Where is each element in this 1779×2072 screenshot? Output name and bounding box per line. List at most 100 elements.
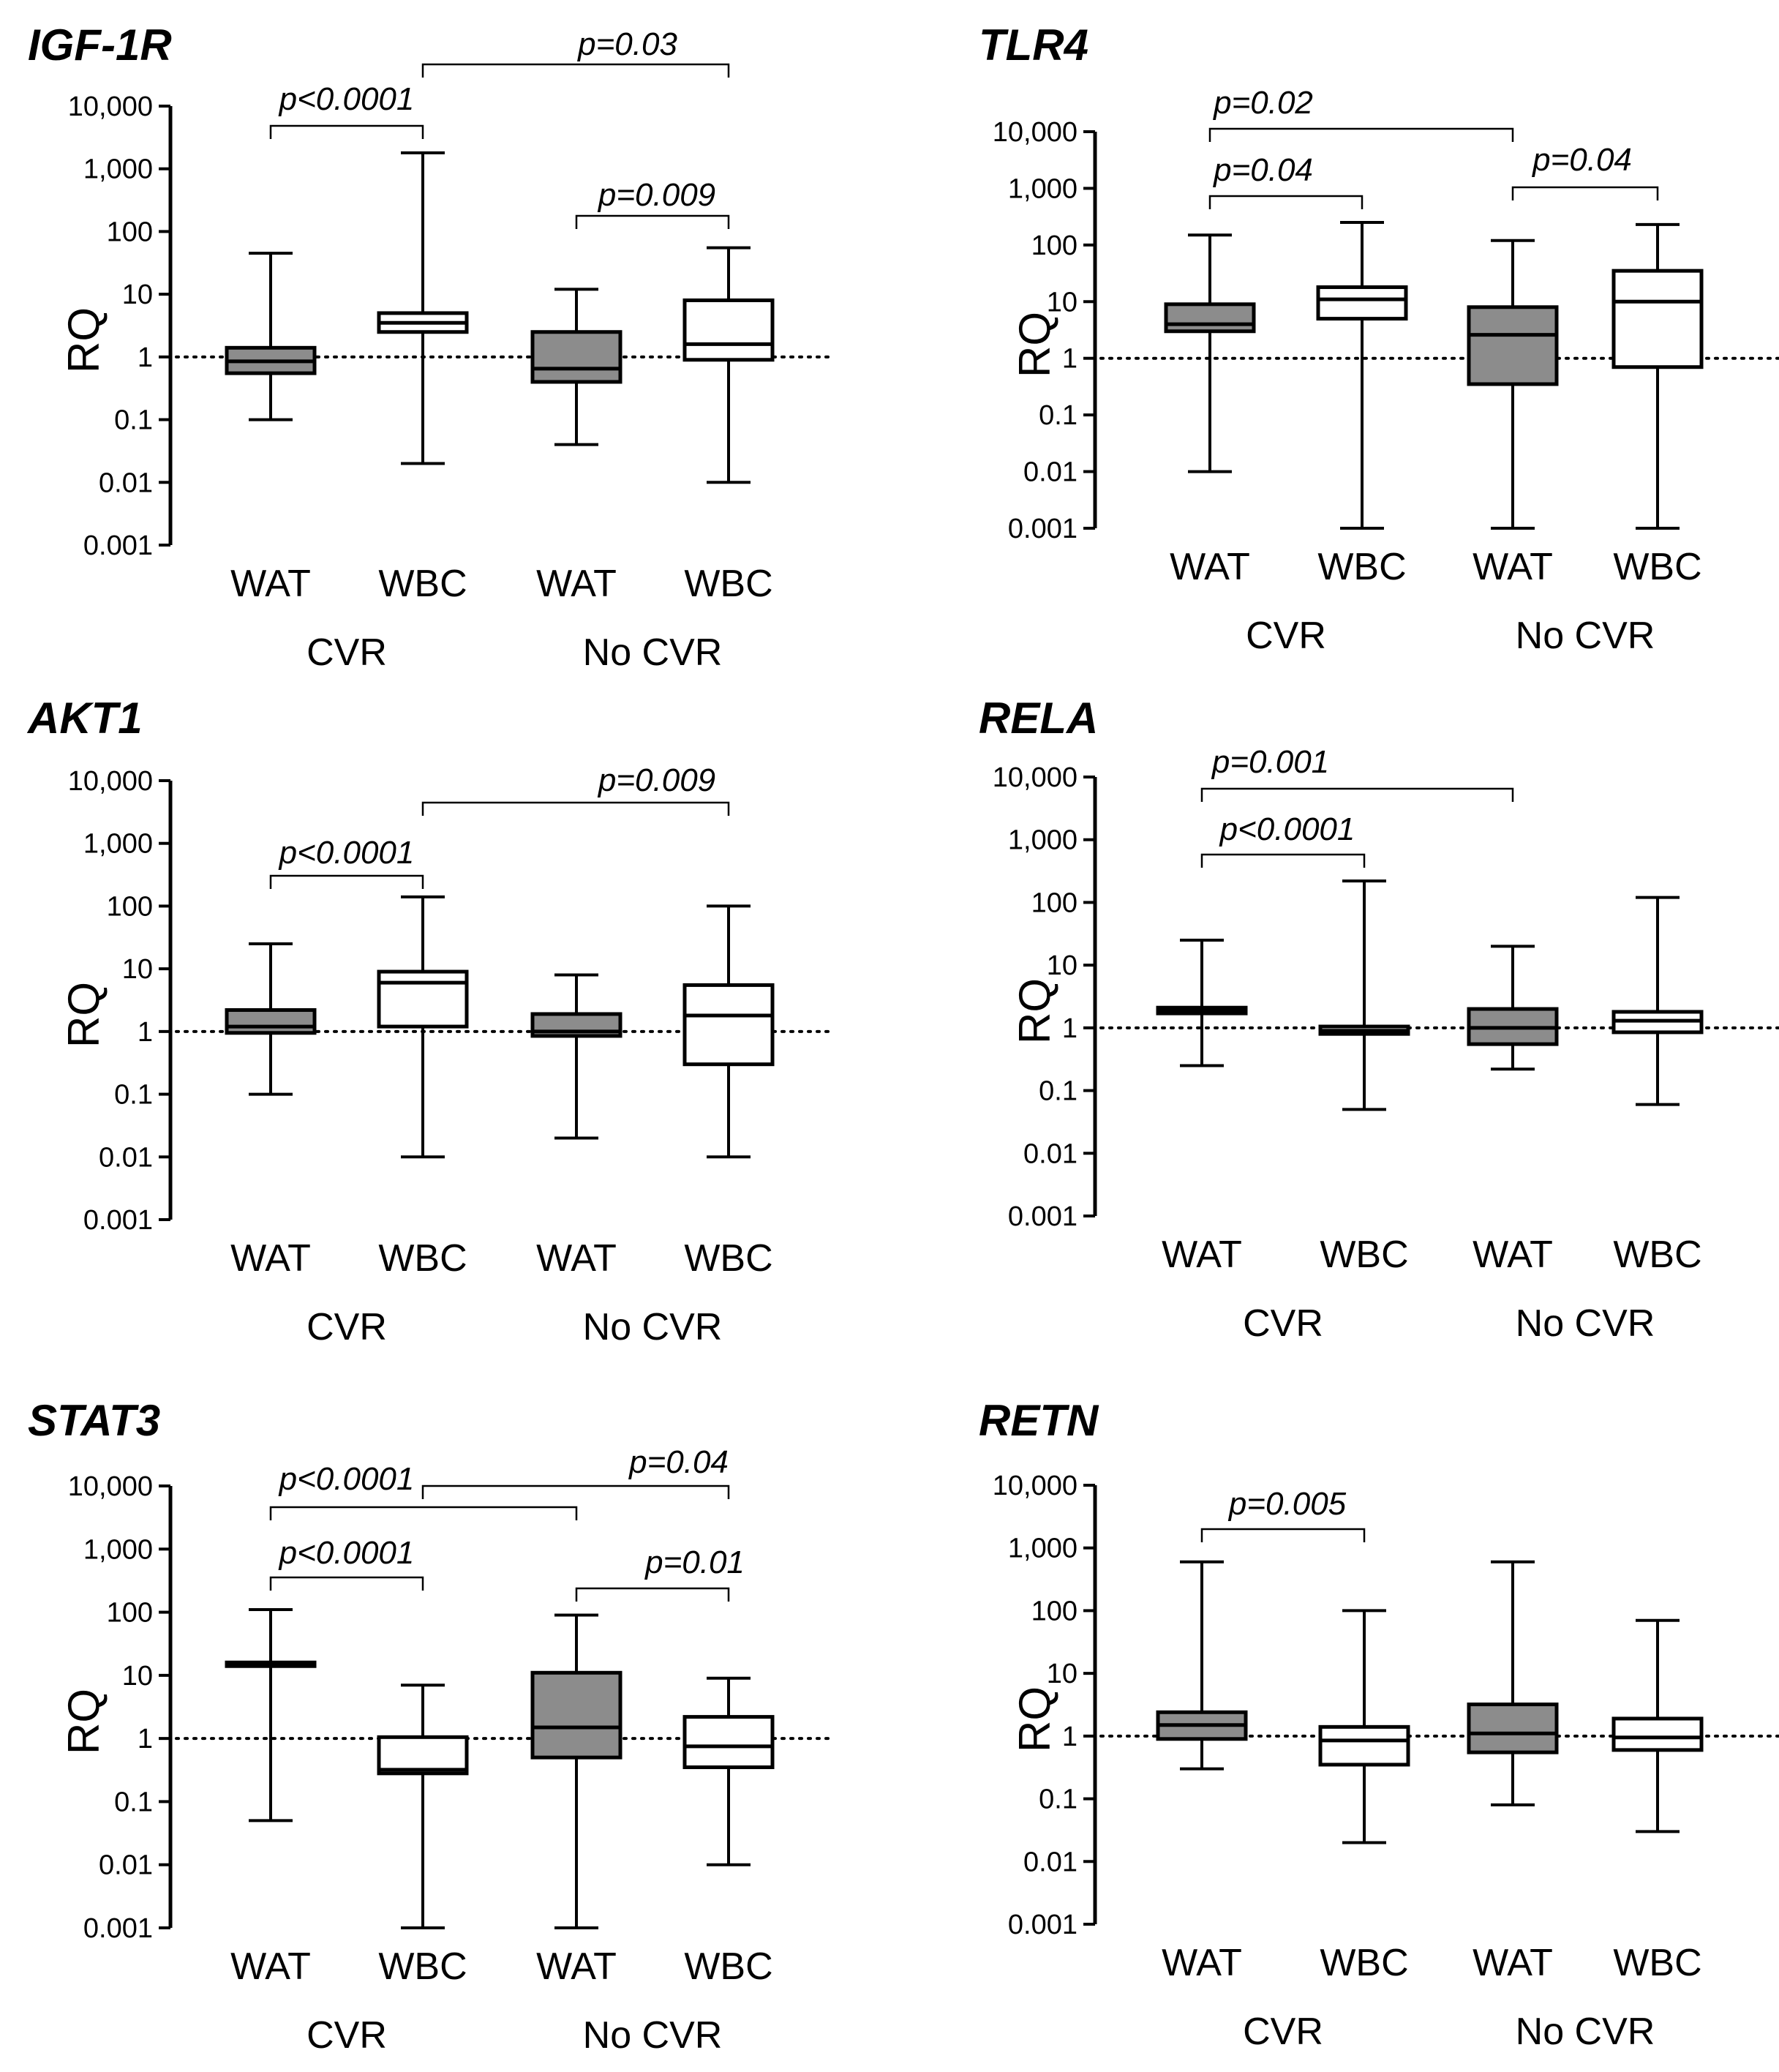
category-label: WAT: [1473, 1234, 1553, 1276]
iqr-box: [1164, 302, 1256, 334]
box-no-cvr-wbc: [682, 1676, 775, 1866]
y-tick-label: 1,000: [1008, 825, 1077, 856]
box-no-cvr-wbc: [682, 246, 775, 484]
category-label: WBC: [378, 1237, 467, 1280]
significance-bracket: [575, 1587, 730, 1602]
p-value-label: p=0.01: [644, 1544, 745, 1580]
panel-tlr4: TLR4 10,000 1,000 100 10 1 0.1 0.01 0.001 RQ WAT WB…: [979, 20, 1779, 657]
category-label: WAT: [1473, 546, 1553, 588]
box-cvr-wbc: [377, 151, 469, 465]
group-label-no-cvr: No CVR: [1516, 1302, 1655, 1345]
y-tick-label: 1: [1062, 1722, 1077, 1752]
category-label: WAT: [230, 1237, 311, 1280]
y-tick-label: 10,000: [993, 117, 1077, 148]
y-tick-label: 0.001: [1008, 1910, 1077, 1940]
significance-bracket: [269, 1506, 578, 1520]
panel-title: AKT1: [26, 694, 143, 743]
significance-bracket: [575, 214, 730, 229]
category-label: WBC: [684, 563, 772, 605]
y-tick-label: 0.01: [1023, 1138, 1077, 1169]
p-value-label: p<0.0001: [278, 1535, 415, 1571]
iqr-box: [1318, 1724, 1410, 1767]
group-label-no-cvr: No CVR: [583, 2014, 723, 2057]
y-tick-label: 0.1: [114, 405, 153, 436]
y-axis-label: RQ: [59, 307, 108, 373]
group-label-no-cvr: No CVR: [583, 1306, 723, 1348]
p-value-label: p=0.04: [1212, 152, 1313, 188]
y-tick-label: 0.001: [83, 530, 153, 561]
category-label: WAT: [230, 563, 311, 605]
y-axis-label: RQ: [1010, 312, 1059, 378]
category-label: WBC: [1320, 1942, 1408, 1984]
p-value-label: p=0.04: [628, 1444, 729, 1480]
significance-bracket: [269, 1576, 424, 1591]
group-label-cvr: CVR: [306, 2014, 387, 2057]
iqr-box: [377, 969, 469, 1029]
y-tick-label: 0.01: [99, 468, 153, 498]
iqr-box: [1467, 1703, 1559, 1754]
y-tick-label: 10: [122, 954, 153, 985]
category-label: WBC: [684, 1237, 772, 1280]
y-tick-label: 1,000: [83, 154, 153, 185]
significance-bracket: [1511, 186, 1659, 200]
y-axis-label: RQ: [59, 982, 108, 1048]
box-no-cvr-wbc: [682, 904, 775, 1159]
box-cvr-wat: [1164, 233, 1256, 473]
iqr-box: [530, 330, 623, 384]
y-tick-label: 10: [1047, 287, 1077, 318]
y-tick-label: 10,000: [68, 1471, 153, 1502]
iqr-box: [1316, 285, 1408, 321]
y-tick-label: 10: [1047, 1659, 1077, 1689]
box-cvr-wbc: [1316, 221, 1408, 530]
y-tick-label: 1,000: [1008, 1534, 1077, 1564]
significance-bracket: [269, 874, 424, 889]
group-label-no-cvr: No CVR: [583, 631, 723, 674]
y-tick-label: 1: [138, 342, 153, 373]
box-no-cvr-wat: [530, 973, 623, 1140]
y-tick-label: 10,000: [68, 91, 153, 122]
panel-rela: RELA 10,000 1,000 100 10 1 0.1 0.01 0.001 RQ WAT WB…: [979, 694, 1779, 1345]
box-cvr-wbc: [1318, 1609, 1410, 1844]
y-tick-label: 0.01: [1023, 1847, 1077, 1877]
y-tick-label: 1: [1062, 1013, 1077, 1044]
box-no-cvr-wat: [1467, 239, 1559, 530]
y-tick-label: 1: [138, 1017, 153, 1048]
significance-bracket: [269, 124, 424, 139]
box-cvr-wat: [1156, 939, 1248, 1067]
box-no-cvr-wbc: [1611, 896, 1704, 1106]
y-tick-label: 0.1: [1039, 1076, 1077, 1107]
group-label-cvr: CVR: [1243, 2011, 1323, 2053]
y-tick-label: 0.01: [99, 1850, 153, 1881]
y-tick-label: 0.001: [1008, 1201, 1077, 1232]
p-value-label: p=0.009: [597, 177, 715, 213]
iqr-box: [1611, 269, 1704, 369]
iqr-box: [1467, 305, 1559, 386]
box-cvr-wbc: [377, 1684, 469, 1929]
y-tick-label: 0.1: [114, 1080, 153, 1111]
y-tick-label: 0.01: [1023, 457, 1077, 488]
panel-title: TLR4: [979, 20, 1088, 70]
p-value-label: p=0.04: [1531, 142, 1632, 178]
category-label: WAT: [1473, 1942, 1553, 1984]
p-value-label: p<0.0001: [278, 1461, 415, 1497]
group-label-cvr: CVR: [306, 631, 387, 674]
significance-bracket: [421, 63, 730, 78]
category-label: WBC: [1320, 1234, 1408, 1276]
y-tick-label: 10,000: [68, 766, 153, 797]
panel-stat3: STAT3 10,000 1,000 100 10 1 0.1 0.01 0.001 RQ WAT W…: [28, 1396, 835, 2057]
p-value-label: p<0.0001: [278, 81, 415, 117]
category-label: WAT: [1162, 1234, 1242, 1276]
y-tick-label: 0.001: [83, 1205, 153, 1236]
y-tick-label: 0.1: [1039, 1784, 1077, 1815]
y-tick-label: 100: [107, 891, 153, 922]
y-tick-label: 10: [122, 1661, 153, 1692]
y-axis-label: RQ: [1010, 1686, 1059, 1752]
group-label-no-cvr: No CVR: [1516, 2011, 1655, 2053]
panel-title: RELA: [979, 694, 1098, 743]
panel-retn: RETN 10,000 1,000 100 10 1 0.1 0.01 0.001 RQ WAT WB…: [979, 1396, 1779, 2053]
category-label: WBC: [378, 563, 467, 605]
y-tick-label: 10,000: [993, 1471, 1077, 1501]
box-cvr-wbc: [377, 895, 469, 1159]
significance-bracket: [1200, 853, 1366, 868]
p-value-label: p=0.005: [1227, 1486, 1347, 1522]
